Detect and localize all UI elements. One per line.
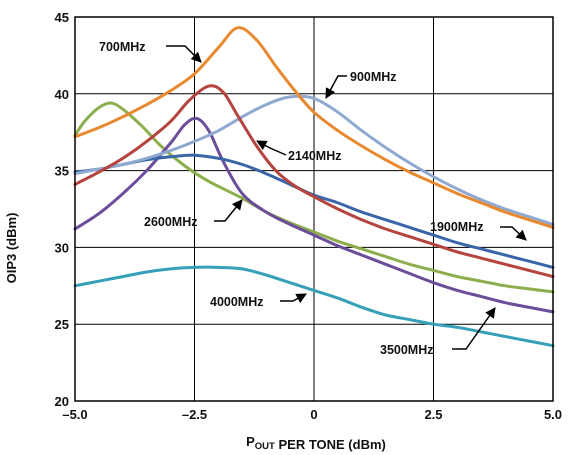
annotation-arrow-700mhz (166, 45, 202, 63)
series-annotations: 700MHz 900MHz 2140MHz 2600MHz 1900MHz 4000MHz… (99, 40, 527, 357)
series-lines (73, 26, 555, 348)
annotation-label-2140mhz: 2140MHz (288, 149, 342, 163)
x-axis-title-rest: PER TONE (dBm) (275, 437, 386, 452)
x-axis-title-subscript: OUT (255, 441, 275, 452)
series-line-2140mhz (73, 84, 555, 279)
annotation-arrow-1900mhz (500, 226, 527, 241)
y-tick-label: 25 (55, 317, 69, 332)
y-tick-label: 40 (55, 87, 69, 102)
annotation-label-700mhz: 700MHz (99, 40, 146, 54)
x-tick-label: 5.0 (544, 407, 562, 422)
y-axis-title: OIP3 (dBm) (4, 213, 19, 284)
series-line-900mhz (73, 94, 555, 226)
annotation-arrow-900mhz (325, 75, 347, 99)
y-tick-label: 35 (55, 164, 69, 179)
x-tick-label: –5.0 (62, 407, 87, 422)
annotation-arrow-2140mhz (256, 140, 287, 156)
x-tick-label: 0 (310, 407, 317, 422)
series-line-4000mhz (73, 265, 555, 348)
y-tick-label: 45 (55, 10, 69, 25)
series-line-700mhz (73, 26, 555, 229)
x-tick-label: 2.5 (424, 407, 442, 422)
annotation-label-1900mhz: 1900MHz (430, 220, 484, 234)
annotation-label-900mhz: 900MHz (350, 70, 397, 84)
series-line-2600mhz (73, 116, 555, 314)
grid-lines (75, 17, 553, 401)
annotation-label-2600mhz: 2600MHz (144, 215, 198, 229)
annotation-arrow-3500mhz (452, 307, 496, 350)
x-axis-title: POUT PER TONE (dBm) (246, 434, 386, 452)
annotation-label-3500mhz: 3500MHz (380, 343, 434, 357)
annotation-arrow-2600mhz (214, 199, 243, 222)
plot-frame (74, 16, 554, 402)
annotation-label-4000mhz: 4000MHz (210, 295, 264, 309)
x-tick-label: –2.5 (182, 407, 207, 422)
y-tick-label: 20 (55, 394, 69, 409)
y-tick-label: 30 (55, 240, 69, 255)
x-axis-title-main: P (246, 434, 255, 449)
tick-labels: –5.0 –2.5 0 2.5 5.0 20 25 30 35 40 45 (55, 10, 563, 422)
annotation-arrow-4000mhz (280, 293, 307, 304)
